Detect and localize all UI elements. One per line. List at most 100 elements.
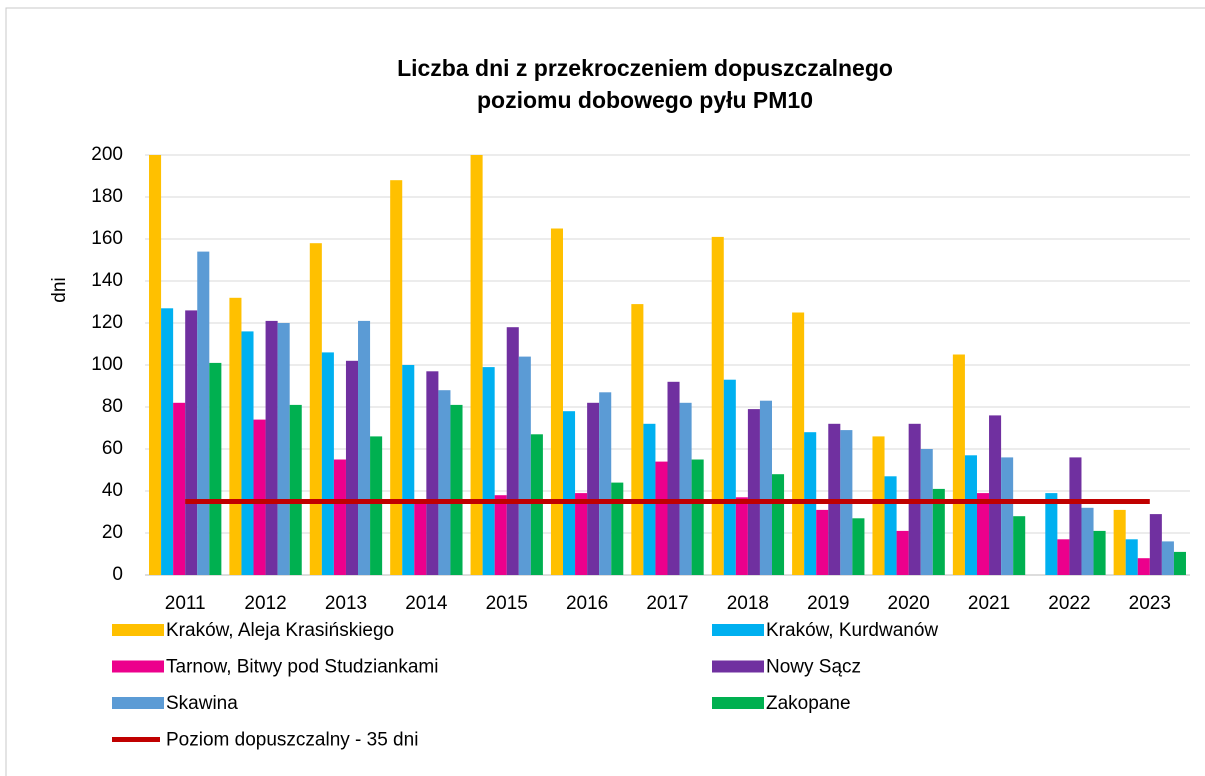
x-tick-label: 2022 — [1048, 593, 1090, 614]
legend-label: Zakopane — [766, 693, 851, 714]
bar — [370, 436, 383, 575]
bar — [792, 312, 805, 575]
bar — [679, 402, 692, 575]
bar — [289, 404, 302, 575]
legend-swatch — [112, 660, 164, 673]
x-tick-label: 2018 — [727, 593, 769, 614]
y-axis-label: dni — [49, 277, 70, 302]
x-tick-label: 2012 — [244, 593, 286, 614]
bar — [735, 497, 748, 575]
legend-swatch — [712, 697, 764, 709]
bar — [482, 367, 495, 575]
y-tick-label: 200 — [91, 144, 123, 165]
legend-label: Nowy Sącz — [766, 657, 861, 678]
bar — [253, 419, 266, 575]
bar — [518, 356, 531, 575]
bar — [1137, 558, 1150, 575]
bar — [1125, 539, 1138, 575]
bar — [723, 379, 736, 575]
bar — [631, 304, 644, 575]
bar — [185, 310, 198, 575]
bar — [470, 155, 483, 575]
bar — [1149, 514, 1162, 575]
x-tick-label: 2016 — [566, 593, 608, 614]
bar — [1045, 493, 1058, 575]
y-tick-label: 80 — [102, 396, 123, 417]
bar — [321, 352, 334, 575]
bar — [989, 415, 1002, 575]
x-tick-label: 2015 — [486, 593, 528, 614]
x-tick-label: 2017 — [646, 593, 688, 614]
bar — [333, 459, 346, 575]
bar — [964, 455, 977, 575]
bar — [209, 362, 222, 575]
x-tick-label: 2023 — [1129, 593, 1171, 614]
bar — [611, 482, 624, 575]
bar — [952, 354, 965, 575]
bar — [1081, 507, 1094, 575]
bar — [277, 323, 290, 575]
bar — [358, 320, 371, 575]
bar — [450, 404, 463, 575]
x-tick-label: 2013 — [325, 593, 367, 614]
bar — [1093, 530, 1106, 575]
bar — [747, 409, 760, 575]
bar — [530, 434, 543, 575]
bar — [563, 411, 576, 575]
y-tick-label: 140 — [91, 270, 123, 291]
bar — [759, 400, 772, 575]
bar — [1001, 457, 1014, 575]
bar — [852, 518, 865, 575]
bar — [691, 459, 704, 575]
bar — [575, 493, 588, 575]
bar — [816, 509, 829, 575]
x-tick-label: 2019 — [807, 593, 849, 614]
legend-label: Kraków, Kurdwanów — [766, 620, 938, 641]
bar — [667, 381, 680, 575]
bar — [711, 236, 724, 575]
legend-swatch — [712, 660, 764, 673]
y-tick-label: 40 — [102, 480, 123, 501]
bar — [1173, 551, 1186, 575]
bar — [1057, 539, 1070, 575]
bar — [976, 493, 990, 575]
bar — [229, 297, 242, 575]
bar — [494, 495, 507, 575]
legend-swatch — [112, 624, 164, 636]
bar — [345, 360, 359, 575]
bar — [402, 365, 415, 575]
bar — [173, 402, 186, 575]
bar — [1161, 541, 1174, 575]
legend-swatch — [712, 624, 764, 636]
x-tick-label: 2020 — [888, 593, 930, 614]
y-tick-label: 0 — [112, 564, 123, 585]
bar — [587, 402, 600, 575]
bar — [772, 474, 785, 575]
chart-title: poziomu dobowego pyłu PM10 — [477, 87, 813, 113]
x-tick-label: 2011 — [165, 593, 206, 614]
bar — [149, 155, 162, 575]
bar — [1069, 457, 1082, 575]
bar — [1013, 516, 1026, 575]
y-tick-label: 180 — [91, 186, 123, 207]
bar — [896, 530, 909, 575]
legend-label: Skawina — [166, 693, 238, 714]
bar — [438, 390, 451, 575]
bar — [599, 392, 612, 575]
y-tick-label: 120 — [91, 312, 123, 333]
y-tick-label: 20 — [102, 522, 123, 543]
bar — [161, 308, 174, 575]
bar — [390, 180, 403, 575]
bar — [655, 461, 668, 575]
bar — [241, 331, 254, 575]
legend-label: Poziom dopuszczalny - 35 dni — [166, 730, 418, 751]
bar — [197, 251, 210, 575]
bar — [1113, 509, 1126, 575]
legend-swatch — [112, 697, 164, 709]
legend-label: Kraków, Aleja Krasińskiego — [166, 620, 394, 641]
bar — [265, 320, 278, 575]
bar — [932, 488, 945, 575]
bar — [550, 228, 563, 575]
bar — [872, 436, 885, 575]
